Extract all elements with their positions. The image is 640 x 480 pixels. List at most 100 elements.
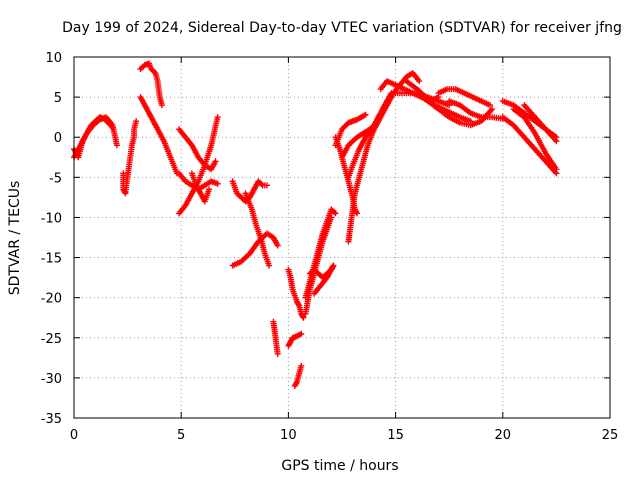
series-arc-8 xyxy=(176,114,221,217)
data-point xyxy=(317,276,329,289)
data-point xyxy=(424,98,440,111)
data-point xyxy=(339,143,351,161)
data-point xyxy=(131,120,139,133)
data-point xyxy=(206,186,213,193)
series-arc-13 xyxy=(270,318,281,357)
series-arc-22 xyxy=(332,111,369,149)
data-point xyxy=(188,142,201,159)
data-point xyxy=(478,98,492,108)
series-arc-15 xyxy=(285,330,305,349)
series-arc-16 xyxy=(291,362,305,389)
data-point xyxy=(133,118,140,125)
data-point xyxy=(347,208,356,229)
data-point xyxy=(274,242,281,249)
data-point xyxy=(176,126,188,139)
series-arc-9 xyxy=(188,170,213,205)
y-axis-title: SDTVAR / TECUs xyxy=(7,181,23,296)
series-arc-32 xyxy=(446,98,506,122)
chart-title: Day 199 of 2024, Sidereal Day-to-day VTE… xyxy=(62,20,622,36)
data-point xyxy=(128,136,137,149)
data-point xyxy=(315,240,326,261)
x-axis-title: GPS time / hours xyxy=(281,458,398,474)
data-point xyxy=(302,288,313,317)
data-point xyxy=(384,91,396,109)
y-tick-label: -20 xyxy=(41,292,62,307)
y-tick-label: -10 xyxy=(41,211,62,226)
data-point xyxy=(521,114,537,135)
data-point xyxy=(161,138,173,159)
data-point xyxy=(201,188,212,205)
plot-frame xyxy=(73,56,611,419)
data-point xyxy=(489,106,496,113)
data-point xyxy=(242,190,255,211)
data-point xyxy=(298,330,305,337)
data-point xyxy=(214,180,221,187)
y-tick-label: -35 xyxy=(41,412,62,427)
data-point xyxy=(319,228,330,245)
series-arc-14 xyxy=(285,266,307,321)
data-point xyxy=(469,94,483,104)
data-point xyxy=(377,103,390,121)
data-point xyxy=(154,126,167,143)
data-point xyxy=(456,114,472,124)
series-arc-2 xyxy=(71,114,120,161)
data-point xyxy=(323,216,334,233)
y-tick-label: -25 xyxy=(41,332,62,347)
x-tick-label: 0 xyxy=(70,428,78,443)
data-point xyxy=(542,150,559,171)
data-point xyxy=(287,274,296,291)
series-arc-11 xyxy=(229,230,281,269)
y-tick-label: -5 xyxy=(49,171,62,186)
data-point xyxy=(289,286,300,303)
series-arc-20 xyxy=(311,262,337,297)
data-point xyxy=(246,240,261,257)
data-point xyxy=(332,210,339,217)
data-point xyxy=(266,262,273,269)
series-arc-3 xyxy=(120,118,140,197)
y-tick-label: 0 xyxy=(54,131,62,146)
y-tick-label: -30 xyxy=(41,372,62,387)
data-point xyxy=(188,170,199,187)
data-point xyxy=(229,259,243,269)
y-tick-label: 5 xyxy=(54,91,62,106)
data-point xyxy=(467,110,483,120)
data-point xyxy=(122,144,135,195)
data-point xyxy=(553,166,560,173)
data-point xyxy=(208,159,218,173)
series-arc-4 xyxy=(137,60,165,109)
data-point xyxy=(456,102,473,116)
data-point xyxy=(354,131,365,141)
series-arc-12 xyxy=(242,190,273,269)
data-point xyxy=(208,116,221,149)
x-tick-label: 20 xyxy=(495,428,512,443)
data-point xyxy=(306,272,317,293)
data-point xyxy=(270,234,280,247)
data-point xyxy=(435,86,449,97)
data-point xyxy=(356,160,366,181)
data-point xyxy=(351,176,362,197)
data-point xyxy=(330,262,337,269)
data-point xyxy=(113,142,120,149)
data-point xyxy=(553,138,560,145)
data-point xyxy=(446,114,462,125)
data-point xyxy=(253,222,263,239)
data-point xyxy=(146,110,156,123)
data-point xyxy=(298,362,305,369)
data-point xyxy=(311,284,323,297)
data-point xyxy=(263,182,270,189)
series-arc-34 xyxy=(499,114,560,177)
data-point xyxy=(274,350,281,357)
data-point xyxy=(158,102,165,109)
data-points xyxy=(71,60,560,389)
data-point xyxy=(461,90,475,100)
data-point xyxy=(156,94,165,107)
y-tick-label: -15 xyxy=(41,252,62,267)
data-point xyxy=(176,170,188,183)
series-arc-5 xyxy=(137,94,180,177)
x-tick-label: 10 xyxy=(280,428,297,443)
grid-lines xyxy=(74,57,610,418)
data-point xyxy=(296,364,304,377)
data-point xyxy=(300,314,307,321)
data-point xyxy=(456,119,472,128)
